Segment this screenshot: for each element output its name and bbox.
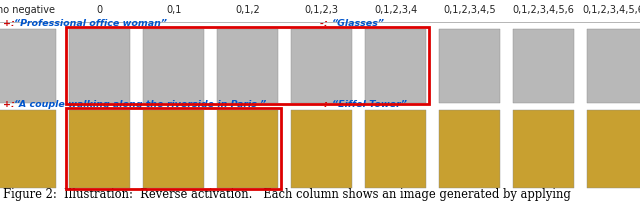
Text: +:: +: xyxy=(3,19,18,28)
Text: -:: -: xyxy=(320,19,331,28)
Bar xyxy=(217,30,278,103)
Bar xyxy=(365,110,426,188)
Text: “Eiffel Tower”: “Eiffel Tower” xyxy=(332,99,406,108)
Text: “A couple walking along the riverside in Paris ”: “A couple walking along the riverside in… xyxy=(14,99,266,108)
Bar xyxy=(0,30,56,103)
Bar xyxy=(69,110,131,188)
Bar xyxy=(217,110,278,188)
Text: 0: 0 xyxy=(97,5,102,15)
Text: 0,1,2,3,4: 0,1,2,3,4 xyxy=(374,5,417,15)
Bar xyxy=(439,110,500,188)
Text: -:: -: xyxy=(320,99,331,108)
Text: Figure 2:  Illustration:  Reverse activation.   Each column shows an image gener: Figure 2: Illustration: Reverse activati… xyxy=(3,187,571,200)
Bar xyxy=(513,110,574,188)
Text: 0,1: 0,1 xyxy=(166,5,181,15)
Bar xyxy=(69,30,131,103)
Bar xyxy=(587,30,640,103)
Text: 0,1,2,3: 0,1,2,3 xyxy=(305,5,339,15)
Text: 0,1,2,3,4,5: 0,1,2,3,4,5 xyxy=(444,5,496,15)
Text: 0,1,2,3,4,5,6: 0,1,2,3,4,5,6 xyxy=(513,5,575,15)
Text: “Professional office woman”: “Professional office woman” xyxy=(14,19,167,28)
Bar xyxy=(439,30,500,103)
Bar xyxy=(291,110,352,188)
Bar xyxy=(587,110,640,188)
Bar xyxy=(513,30,574,103)
Bar xyxy=(291,30,352,103)
Bar xyxy=(365,30,426,103)
Bar xyxy=(67,109,281,189)
Bar xyxy=(143,30,204,103)
Text: 0,1,2,3,4,5,6,7: 0,1,2,3,4,5,6,7 xyxy=(582,5,640,15)
Bar xyxy=(0,110,56,188)
Text: “Glasses”: “Glasses” xyxy=(332,19,385,28)
Bar xyxy=(143,110,204,188)
Text: +:: +: xyxy=(3,99,18,108)
Bar xyxy=(67,28,429,105)
Text: 0,1,2: 0,1,2 xyxy=(236,5,260,15)
Text: no negative: no negative xyxy=(0,5,54,15)
